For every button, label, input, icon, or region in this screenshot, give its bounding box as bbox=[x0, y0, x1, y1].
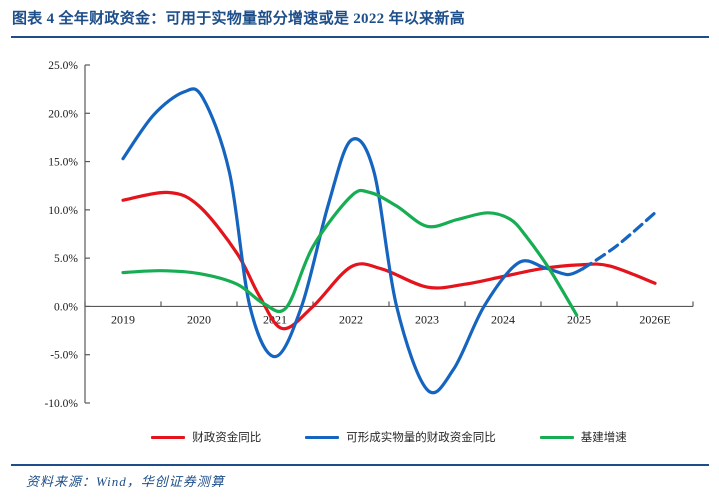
legend-item-0: 财政资金同比 bbox=[151, 429, 261, 445]
legend-label: 财政资金同比 bbox=[192, 432, 262, 444]
legend-item-2: 基建增速 bbox=[539, 429, 627, 445]
series-physical-fiscal-funds-yoy bbox=[121, 87, 585, 395]
x-tick-label: 2020 bbox=[187, 312, 211, 326]
y-tick-label: 0.0% bbox=[54, 301, 78, 313]
legend-label: 可形成实物量的财政资金同比 bbox=[346, 432, 496, 444]
x-tick-label: 2024 bbox=[491, 312, 515, 326]
y-tick-label: -10.0% bbox=[44, 398, 78, 410]
figure-title: 图表 4 全年财政资金：可用于实物量部分增速或是 2022 年以来新高 bbox=[12, 11, 466, 27]
legend-item-1: 可形成实物量的财政资金同比 bbox=[305, 429, 496, 445]
y-tick-label: 15.0% bbox=[48, 157, 78, 169]
x-tick-label: 2023 bbox=[415, 312, 439, 326]
x-tick-label: 2022 bbox=[339, 312, 363, 326]
y-tick-label: 5.0% bbox=[54, 253, 78, 265]
x-tick-label: 2026E bbox=[639, 312, 670, 326]
x-tick-label: 2025 bbox=[567, 312, 591, 326]
legend-line-swatch bbox=[305, 435, 340, 439]
source-note: 资料来源：Wind，华创证券测算 bbox=[26, 474, 225, 489]
series-infrastructure-growth bbox=[121, 188, 579, 317]
y-tick-label: 25.0% bbox=[48, 60, 78, 72]
legend-line-swatch bbox=[539, 435, 574, 439]
chart-legend: 财政资金同比 可形成实物量的财政资金同比 基建增速 bbox=[85, 429, 693, 445]
legend-label: 基建增速 bbox=[580, 432, 627, 444]
y-tick-label: 20.0% bbox=[48, 108, 78, 120]
y-tick-label: -5.0% bbox=[50, 350, 78, 362]
y-tick-label: 10.0% bbox=[48, 205, 78, 217]
footer-rule bbox=[11, 464, 709, 466]
series-fiscal-funds-yoy bbox=[121, 190, 657, 331]
legend-line-swatch bbox=[151, 435, 186, 439]
series-physical-fiscal-funds-yoy-forecast bbox=[581, 211, 657, 271]
x-tick-label: 2019 bbox=[111, 312, 135, 326]
title-rule bbox=[11, 36, 709, 38]
